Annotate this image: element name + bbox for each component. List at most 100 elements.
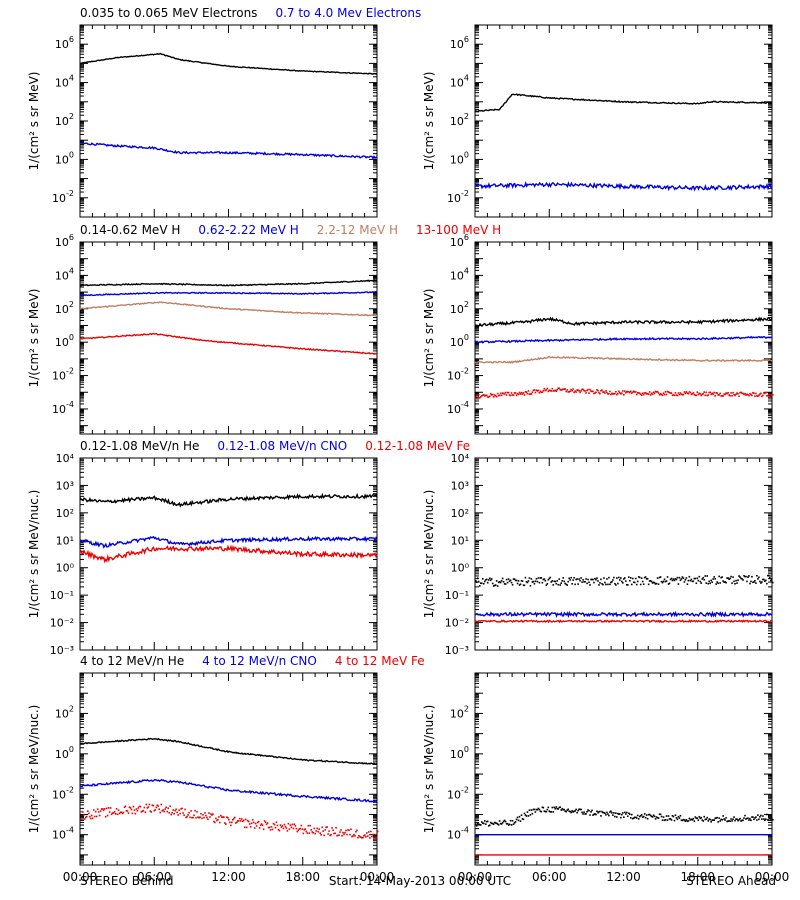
panel: 10⁻³ 10⁻² 10⁻¹ 10⁰ 10¹ 10² 10³ 10⁴ 1/(cm² s sr M… xyxy=(422,452,774,657)
data-point xyxy=(666,819,669,821)
data-point xyxy=(123,806,126,809)
data-point xyxy=(533,808,536,811)
data-point xyxy=(490,394,493,396)
data-point xyxy=(112,812,115,814)
data-point xyxy=(526,811,529,813)
data-point xyxy=(488,824,491,827)
data-point xyxy=(97,811,100,813)
data-point xyxy=(179,812,181,815)
data-point xyxy=(759,580,761,583)
data-point xyxy=(707,394,710,396)
data-point xyxy=(565,390,567,393)
data-point xyxy=(715,391,717,394)
data-point xyxy=(601,810,603,813)
data-point xyxy=(626,584,629,586)
data-point xyxy=(243,826,246,829)
data-point xyxy=(131,812,134,815)
data-point xyxy=(528,393,531,395)
data-point xyxy=(482,822,485,825)
data-point xyxy=(546,583,549,585)
series-line xyxy=(79,52,377,75)
data-point xyxy=(304,828,307,830)
data-point xyxy=(178,809,180,812)
data-point xyxy=(699,817,702,820)
data-point xyxy=(182,812,184,814)
data-point xyxy=(564,388,566,390)
data-point xyxy=(623,816,625,819)
data-point xyxy=(138,805,141,808)
data-point xyxy=(257,820,260,823)
data-point xyxy=(570,388,572,391)
y-tick-label: 102 xyxy=(55,704,74,720)
data-point xyxy=(681,576,684,578)
data-point xyxy=(547,806,550,809)
data-point xyxy=(735,393,737,396)
data-point xyxy=(599,392,601,395)
data-point xyxy=(541,806,544,809)
data-point xyxy=(679,392,682,394)
data-point xyxy=(564,810,566,812)
data-point xyxy=(346,833,348,836)
data-point xyxy=(771,578,773,581)
data-point xyxy=(498,394,501,397)
data-point xyxy=(601,389,603,391)
data-point xyxy=(501,392,504,394)
data-point xyxy=(712,578,715,580)
series-line xyxy=(79,544,378,564)
data-point xyxy=(339,831,341,833)
y-tick-label: 10-4 xyxy=(52,400,74,416)
panel: 10-4 10-2 100 102 104 106 1/(cm² s sr MeV) xyxy=(422,233,774,435)
data-point xyxy=(165,806,168,809)
data-point xyxy=(80,810,82,813)
data-point xyxy=(130,808,133,811)
data-point xyxy=(772,581,774,584)
data-point xyxy=(728,394,730,396)
data-point xyxy=(296,830,299,833)
data-point xyxy=(256,821,259,824)
data-point xyxy=(261,824,264,827)
data-point xyxy=(280,826,283,828)
data-point xyxy=(690,818,693,821)
data-point xyxy=(608,393,610,395)
data-point xyxy=(742,392,744,395)
panel: 10-2 100 102 104 106 1/(cm² s sr MeV) xyxy=(422,24,773,218)
data-point xyxy=(692,817,695,820)
data-point xyxy=(537,577,540,579)
data-point xyxy=(170,813,172,816)
data-point xyxy=(591,390,593,393)
data-point xyxy=(483,820,486,822)
data-point xyxy=(263,820,266,822)
data-point xyxy=(480,821,483,823)
data-point xyxy=(745,394,747,396)
data-point xyxy=(595,578,597,581)
data-point xyxy=(730,575,732,578)
data-point xyxy=(701,819,704,821)
data-point xyxy=(514,579,517,582)
data-point xyxy=(90,814,93,817)
data-point xyxy=(597,580,599,582)
data-point xyxy=(230,821,233,824)
data-point xyxy=(746,393,748,396)
data-point xyxy=(592,814,594,816)
y-axis-label: 1/(cm² s sr MeV) xyxy=(422,289,436,388)
data-point xyxy=(487,579,490,581)
data-point xyxy=(552,390,555,392)
data-point xyxy=(368,831,370,833)
data-point xyxy=(531,812,534,815)
data-point xyxy=(716,392,718,394)
data-point xyxy=(656,577,659,579)
data-point xyxy=(325,826,327,829)
data-point xyxy=(521,818,524,820)
data-point xyxy=(765,818,767,820)
data-point xyxy=(636,814,639,817)
data-point xyxy=(593,581,595,584)
data-point xyxy=(615,812,617,814)
data-point xyxy=(499,581,502,584)
legend-entry: 4 to 12 MeV/n He xyxy=(80,654,184,668)
series-line xyxy=(474,316,773,327)
data-point xyxy=(539,810,542,813)
data-point xyxy=(557,583,560,586)
data-point xyxy=(525,391,528,393)
data-point xyxy=(761,581,763,583)
data-point xyxy=(691,580,694,583)
